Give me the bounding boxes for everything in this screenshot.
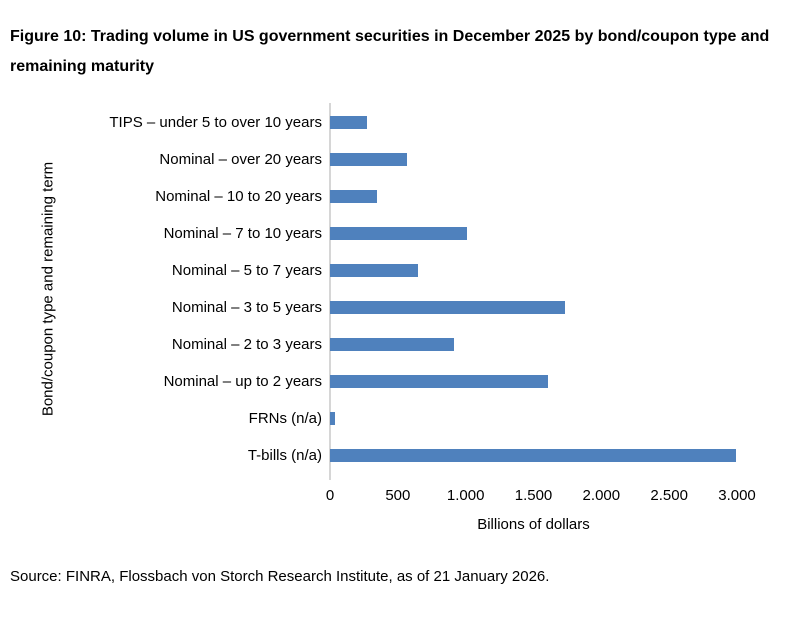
bar-row [330, 104, 737, 141]
bar-row [330, 215, 737, 252]
value-axis-ticks: 0 500 1.000 1.500 2.000 2.500 3.000 [326, 487, 756, 505]
category-label: T-bills (n/a) [247, 447, 322, 464]
bar [330, 301, 565, 314]
category-label: Nominal – 3 to 5 years [171, 299, 322, 316]
category-label: Nominal – up to 2 years [163, 373, 322, 390]
category-label: Nominal – 10 to 20 years [155, 188, 322, 205]
category-axis-labels: TIPS – under 5 to over 10 years Nominal –… [0, 104, 322, 474]
bar-row [330, 289, 737, 326]
bar-row [330, 363, 737, 400]
source-note: Source: FINRA, Flossbach von Storch Rese… [10, 568, 550, 585]
bar [330, 375, 549, 388]
bar [330, 264, 419, 277]
category-label: Nominal – 5 to 7 years [171, 262, 322, 279]
bar [330, 116, 367, 129]
bar-row [330, 400, 737, 437]
bar-row [330, 326, 737, 363]
bar [330, 449, 736, 462]
bar [330, 412, 336, 425]
x-tick-label: 3.000 [718, 487, 756, 504]
bar [330, 190, 377, 203]
x-tick-label: 1.500 [514, 487, 553, 504]
category-label: FRNs (n/a) [248, 410, 322, 427]
figure-title: Figure 10: Trading volume in US governme… [10, 28, 770, 75]
bar-row [330, 141, 737, 178]
category-label: Nominal – over 20 years [159, 151, 322, 168]
x-tick-label: 1.000 [446, 487, 485, 504]
plot-area [330, 104, 737, 474]
bar [330, 338, 455, 351]
x-tick-label: 2.500 [650, 487, 688, 504]
category-label: TIPS – under 5 to over 10 years [109, 114, 322, 131]
category-label: Nominal – 7 to 10 years [163, 225, 322, 242]
bar [330, 227, 468, 240]
bar-row [330, 437, 737, 474]
x-axis-title: Billions of dollars [477, 516, 590, 533]
category-label: Nominal – 2 to 3 years [171, 336, 322, 353]
bar-row [330, 178, 737, 215]
category-axis-line [329, 103, 331, 480]
bar [330, 153, 408, 166]
bar-row [330, 252, 737, 289]
x-tick-label: 0 [325, 487, 335, 504]
x-tick-label: 500 [385, 487, 411, 504]
x-tick-label: 2.000 [582, 487, 621, 504]
